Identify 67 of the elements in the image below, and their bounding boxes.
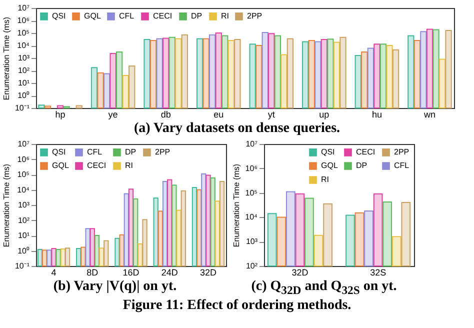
legend-label: 2PP (155, 147, 170, 156)
legend-label: GQL (321, 161, 338, 170)
x-tick-label: eu (214, 110, 224, 120)
y-tick-label: 10⁷ (246, 140, 258, 148)
x-tick-label: 32D (292, 268, 309, 278)
legend-label: RI (125, 161, 133, 170)
text: (a) Vary datasets on dense queries. (132, 121, 342, 136)
x-tick-label: 4 (51, 268, 56, 278)
y-tick-label: 10² (18, 216, 30, 225)
x-tick-label: db (160, 110, 171, 120)
y-tick-label: 10⁴ (17, 41, 30, 50)
x-tick-label: 32D (200, 268, 217, 278)
x-tick-label: yt (268, 110, 276, 120)
x-tick-label: ye (108, 110, 118, 120)
y-tick-label: 10⁵ (17, 28, 30, 38)
y-tick-label: 10² (246, 262, 258, 270)
y-tick-label: 10³ (246, 237, 258, 246)
legend-label: CFL (87, 147, 103, 156)
legend-label: RI (221, 11, 229, 20)
legend-label: CECI (87, 161, 106, 170)
caption: Figure 11: Effect of ordering methods. (122, 298, 352, 313)
legend-label: CFL (119, 11, 135, 20)
y-tick-label: 10⁶ (17, 16, 30, 25)
legend-label: DP (125, 147, 136, 156)
legend-label: DP (191, 11, 202, 20)
text: (c) Q$_{32D}$ and Q$_{32S}$ on yt. (250, 279, 398, 298)
y-tick-label: 10⁴ (17, 185, 30, 194)
legend-label: CFL (394, 161, 410, 170)
y-axis-title: Enumeration Time (ms) (2, 16, 11, 100)
legend-label: RI (321, 175, 329, 184)
y-tick-label: 10⁻¹ (14, 104, 30, 112)
text: (b) Vary |V(q)| on yt. (52, 279, 178, 294)
y-tick-label: 10⁵ (17, 170, 30, 179)
y-tick-label: 10² (18, 66, 30, 75)
y-axis-title: Enumeration Time (ms) (2, 164, 11, 248)
x-tick-label: 24D (161, 268, 178, 278)
y-axis-title: Enumeration Time (ms) (232, 164, 242, 248)
y-tick-label: 10³ (18, 200, 30, 210)
x-tick-label: 16D (122, 268, 140, 278)
y-tick-label: 10⁵ (245, 188, 258, 198)
y-tick-label: 10⁻¹ (14, 262, 30, 270)
y-tick-label: 10³ (18, 54, 30, 62)
x-tick-label: up (319, 110, 330, 120)
y-tick-label: 10¹ (18, 231, 30, 240)
legend-label: 2PP (394, 147, 410, 156)
y-tick-label: 10⁴ (245, 212, 258, 222)
y-tick-label: 10⁶ (245, 164, 258, 173)
x-tick-label: 32S (370, 268, 386, 278)
y-tick-label: 10⁰ (18, 246, 30, 256)
legend-label: QSI (321, 147, 335, 156)
legend-label: QSI (52, 147, 66, 156)
x-tick-label: wn (422, 110, 436, 120)
legend-label: GQL (52, 161, 70, 170)
legend-label: DP (356, 161, 368, 170)
legend-label: 2PP (247, 11, 262, 20)
legend-label: CECI (153, 11, 172, 20)
legend-label: GQL (84, 11, 102, 20)
y-tick-label: 10⁰ (18, 91, 30, 100)
y-tick-label: 10¹ (18, 78, 30, 88)
x-tick-label: hu (372, 110, 382, 120)
x-tick-label: 8D (86, 268, 99, 278)
legend-label: QSI (52, 11, 66, 20)
y-tick-label: 10⁷ (18, 140, 30, 148)
legend-label: CECI (356, 147, 376, 156)
y-tick-label: 10⁷ (18, 4, 30, 12)
x-tick-label: hp (55, 110, 66, 120)
y-tick-label: 10⁶ (17, 154, 30, 164)
